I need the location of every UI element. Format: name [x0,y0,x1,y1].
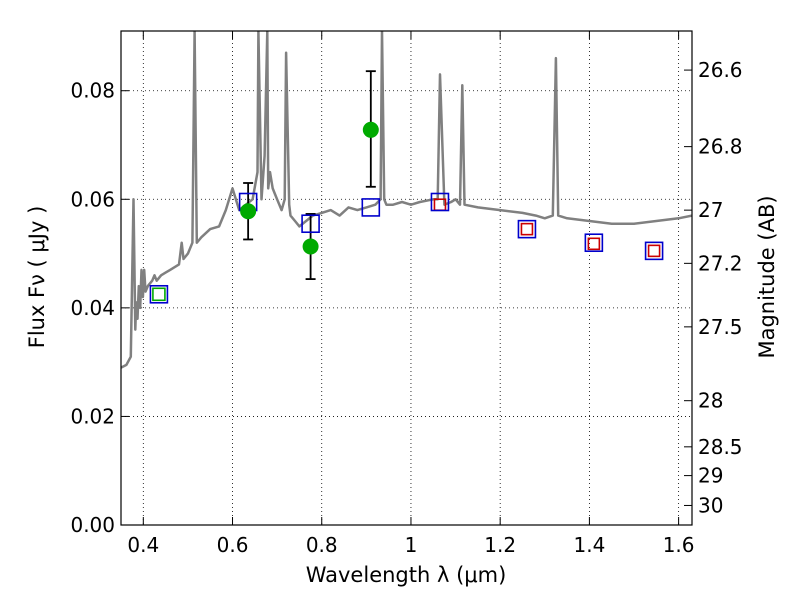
right-tick-label: 26.8 [698,135,743,159]
bandpass-box-layer [149,192,664,304]
model-bandpass-box [584,233,604,253]
x-tick-label: 1.4 [573,533,605,557]
plot-frame [120,30,693,526]
upper-limit-box [520,222,534,236]
y-tick-label: 0.04 [70,296,115,320]
observed-point-layer [240,121,379,255]
right-tick-label: 29 [698,464,723,488]
observed-point [240,203,257,220]
y-tick-label: 0.06 [70,187,115,211]
observed-bandpass-box [152,287,166,302]
x-tick-label: 0.4 [127,533,159,557]
y-axis-ticks: 0.00 0.02 0.04 0.06 0.08 [70,79,129,537]
right-tick-label: 30 [698,493,723,517]
y-axis-title: Flux Fν ( μJy ) [25,206,49,349]
model-bandpass-box [149,284,169,304]
observed-point [302,238,319,255]
model-bandpass-box [430,192,450,212]
right-tick-label: 28 [698,389,723,413]
right-axis-title: Magnitude (AB) [755,195,779,358]
y-tick-label: 0.00 [70,513,115,537]
model-spectrum-line [121,31,692,369]
x-tick-label: 0.6 [217,533,249,557]
y-tick-label: 0.02 [70,404,115,428]
model-bandpass-box [517,219,537,239]
x-axis-title: Wavelength λ (μm) [306,563,507,587]
plot-area [121,31,692,369]
right-tick-label: 28.5 [698,435,743,459]
observed-point [362,121,379,138]
x-tick-label: 1 [405,533,418,557]
right-tick-label: 26.6 [698,58,743,82]
x-tick-label: 1.6 [663,533,695,557]
grid-layer [121,31,692,526]
model-bandpass-box [301,214,320,234]
x-tick-label: 1.2 [484,533,516,557]
right-axis-ticks: 26.6 26.8 27 27.2 27.5 28 28.5 29 30 [684,58,743,517]
model-bandpass-box [361,198,381,217]
model-bandpass-box [644,241,664,261]
right-tick-label: 27 [698,198,723,222]
y-tick-label: 0.08 [70,79,115,103]
x-axis-ticks: 0.4 0.6 0.8 1 1.2 1.4 1.6 [127,31,695,557]
right-tick-label: 27.5 [698,315,743,339]
upper-limit-box [587,237,601,251]
x-tick-label: 0.8 [306,533,338,557]
right-tick-label: 27.2 [698,251,743,275]
upper-limit-box [647,244,661,258]
